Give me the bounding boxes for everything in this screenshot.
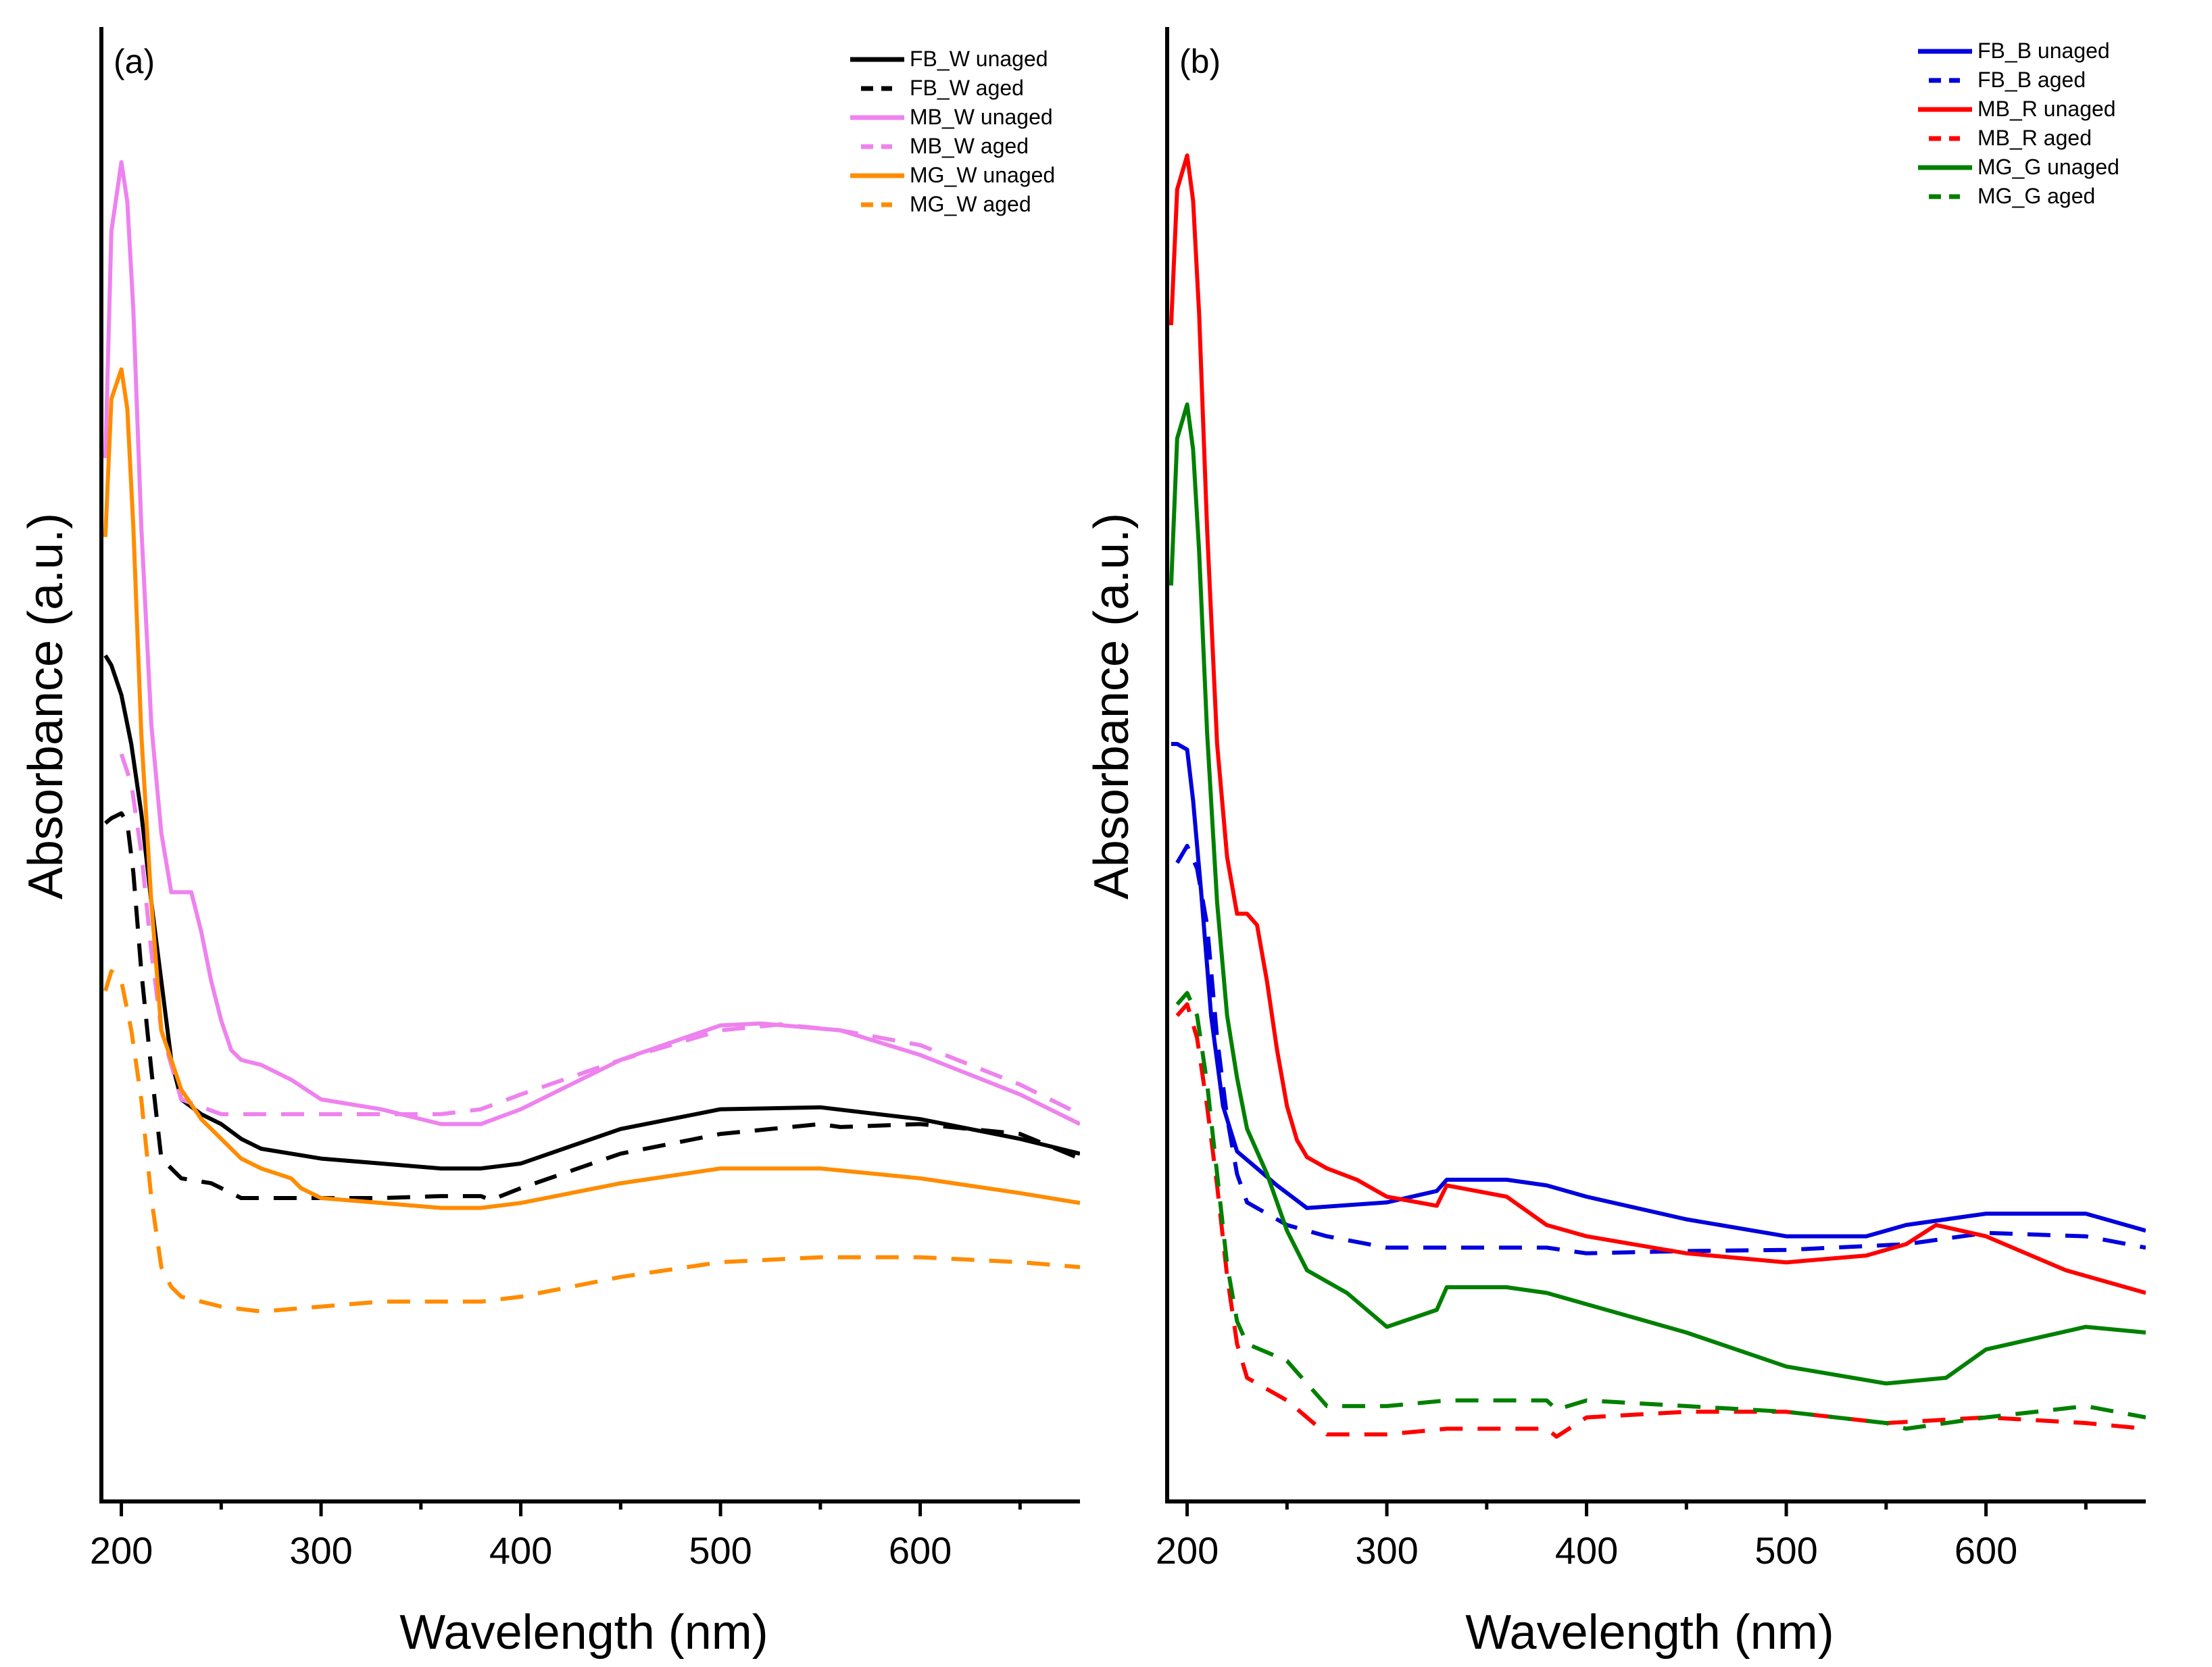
- legend-label-mg-g-aged: MG_G aged: [1977, 184, 2095, 208]
- x-tick-label-b-600: 600: [1955, 1529, 2017, 1572]
- x-tick-label-a-200: 200: [90, 1529, 153, 1572]
- series-group-b: [1169, 153, 2146, 1439]
- series-line-mb-r-aged: [1175, 1002, 2146, 1439]
- series-line-fb-b-aged: [1175, 843, 2146, 1255]
- y-axis-label-b: Absorbance (a.u.): [1085, 513, 1139, 899]
- series-line-mg-g-unaged: [1169, 402, 2146, 1386]
- legend-label-mg-w-unaged: MG_W unaged: [910, 163, 1055, 187]
- series-line-mb-w-unaged: [103, 160, 1080, 1126]
- legend-label-mb-w-unaged: MB_W unaged: [910, 105, 1053, 129]
- panel-label-a: (a): [114, 43, 155, 80]
- series-line-fb-w-unaged: [103, 654, 1080, 1171]
- y-axis-label-a: Absorbance (a.u.): [19, 513, 73, 899]
- series-line-mg-g-aged: [1175, 991, 2146, 1431]
- legend-label-mb-w-aged: MB_W aged: [910, 134, 1029, 158]
- legend-label-mb-r-unaged: MB_R unaged: [1977, 97, 2116, 121]
- legend-label-mg-g-unaged: MG_G unaged: [1977, 155, 2119, 179]
- legend-label-fb-b-unaged: FB_B unaged: [1977, 39, 2110, 63]
- x-tick-label-a-300: 300: [289, 1529, 352, 1572]
- x-tick-label-b-200: 200: [1156, 1529, 1219, 1572]
- x-axis-label-b: Wavelength (nm): [1465, 1606, 1834, 1660]
- series-line-mg-w-unaged: [103, 367, 1080, 1210]
- panel-a: 200 300 400 500 600 Wavelength (nm) Absorbance…: [19, 27, 1080, 1660]
- series-line-mg-w-aged: [103, 969, 1080, 1314]
- legend-label-fb-w-aged: FB_W aged: [910, 76, 1024, 100]
- legend-label-mb-r-aged: MB_R aged: [1977, 126, 2092, 150]
- x-tick-label-b-300: 300: [1355, 1529, 1418, 1572]
- series-group-a: [103, 160, 1080, 1314]
- panel-b: 200 300 400 500 600 Wavelength (nm) Absorbance…: [1085, 27, 2146, 1660]
- series-line-mb-r-unaged: [1169, 153, 2146, 1295]
- x-axis-label-a: Wavelength (nm): [399, 1606, 768, 1660]
- legend-b: FB_B unaged FB_B aged MB_R unaged MB_R aged…: [1918, 39, 2119, 208]
- x-tick-label-a-600: 600: [889, 1529, 952, 1572]
- series-line-mb-w-aged: [119, 753, 1080, 1116]
- legend-label-mg-w-aged: MG_W aged: [910, 192, 1031, 216]
- legend-label-fb-b-aged: FB_B aged: [1977, 68, 2086, 92]
- x-tick-label-a-500: 500: [689, 1529, 752, 1572]
- x-tick-label-a-400: 400: [489, 1529, 552, 1572]
- x-tick-label-b-400: 400: [1555, 1529, 1618, 1572]
- legend-label-fb-w-unaged: FB_W unaged: [910, 47, 1048, 71]
- x-tick-label-b-500: 500: [1754, 1529, 1817, 1572]
- panel-label-b: (b): [1179, 43, 1221, 80]
- legend-a: FB_W unaged FB_W aged MB_W unaged MB_W aged…: [850, 47, 1055, 216]
